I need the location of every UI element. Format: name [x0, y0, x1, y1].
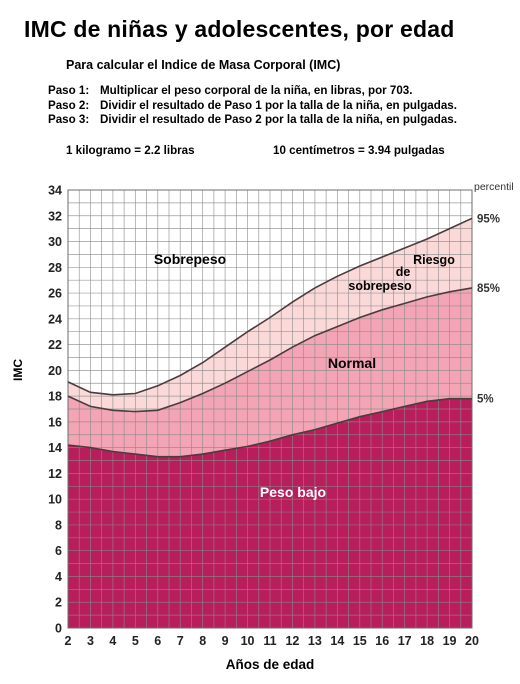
calculation-steps: Paso 1: Multiplicar el peso corporal de …: [48, 84, 457, 128]
y-tick-label: 26: [48, 287, 62, 301]
x-axis-label: Años de edad: [226, 657, 315, 672]
y-tick-label: 10: [48, 493, 62, 507]
y-tick-label: 6: [55, 544, 62, 558]
page-title: IMC de niñas y adolescentes, por edad: [24, 16, 455, 42]
percentile-label: 95%: [477, 213, 500, 225]
step-label: Paso 1:: [48, 84, 90, 97]
y-tick-label: 24: [48, 312, 62, 326]
zone-label-riesgo: de: [396, 265, 411, 279]
y-tick-label: 18: [48, 390, 62, 404]
step-row: Paso 2: Dividir el resultado de Paso 1 p…: [48, 99, 457, 114]
x-tick-label: 13: [308, 634, 322, 648]
y-tick-label: 30: [48, 235, 62, 249]
x-tick-label: 10: [241, 634, 255, 648]
y-tick-label: 4: [55, 570, 62, 584]
step-row: Paso 3: Dividir el resultado de Paso 2 p…: [48, 113, 457, 128]
step-text: Multiplicar el peso corporal de la niña,…: [100, 84, 413, 97]
x-tick-label: 15: [353, 634, 367, 648]
zone-label-normal: Normal: [328, 355, 376, 371]
y-tick-label: 34: [48, 184, 62, 198]
x-tick-label: 17: [398, 634, 412, 648]
x-tick-label: 18: [420, 634, 434, 648]
x-tick-label: 8: [199, 634, 206, 648]
x-tick-label: 7: [177, 634, 184, 648]
x-tick-label: 4: [109, 634, 116, 648]
grid-layer: [67, 189, 473, 629]
x-tick-label: 6: [154, 634, 161, 648]
percentile-header: percentil: [474, 181, 514, 193]
x-tick-label: 3: [87, 634, 94, 648]
weight-conversion: 1 kilogramo = 2.2 libras: [66, 144, 195, 157]
y-tick-label: 14: [48, 441, 62, 455]
zone-label-riesgo: sobrepeso: [348, 279, 412, 293]
y-tick-label: 20: [48, 364, 62, 378]
y-tick-label: 12: [48, 467, 62, 481]
page-subtitle: Para calcular el Indice de Masa Corporal…: [66, 58, 341, 72]
percentile-label: 85%: [477, 283, 500, 295]
y-tick-label: 22: [48, 338, 62, 352]
percentile-curve: [67, 287, 473, 413]
step-row: Paso 1: Multiplicar el peso corporal de …: [48, 84, 457, 99]
length-conversion: 10 centímetros = 3.94 pulgadas: [273, 144, 445, 157]
step-label: Paso 3:: [48, 113, 90, 126]
y-tick-label: 16: [48, 415, 62, 429]
y-tick-label: 28: [48, 261, 62, 275]
zone-label-peso-bajo: Peso bajo: [260, 484, 326, 500]
zone-label-sobrepeso: Sobrepeso: [154, 251, 226, 267]
x-tick-label: 9: [222, 634, 229, 648]
y-tick-label: 0: [55, 622, 62, 636]
step-text: Dividir el resultado de Paso 2 por la ta…: [100, 113, 457, 126]
y-tick-label: 32: [48, 209, 62, 223]
x-tick-label: 2: [65, 634, 72, 648]
x-tick-label: 11: [263, 634, 276, 648]
plot-border: [67, 189, 473, 629]
step-text: Dividir el resultado de Paso 1 por la ta…: [100, 98, 457, 112]
step-label: Paso 2:: [48, 98, 90, 112]
curves-layer: [67, 217, 473, 458]
percentile-label: 5%: [477, 394, 494, 406]
x-tick-label: 14: [330, 634, 344, 648]
x-tick-label: 19: [443, 634, 457, 648]
percentile-curve: [67, 397, 472, 458]
labels-layer: 2 3 4 5 6 7 8 9 10 11 12 13 14 15 16 17 18 19 200246810121…: [11, 181, 514, 672]
x-tick-label: 12: [285, 634, 299, 648]
y-axis-label: IMC: [11, 359, 25, 381]
x-tick-label: 16: [375, 634, 389, 648]
x-tick-label: 5: [132, 634, 139, 648]
y-tick-label: 2: [55, 596, 62, 610]
zone-label-riesgo: Riesgo: [413, 253, 455, 267]
y-tick-label: 8: [55, 518, 62, 532]
percentile-curve: [67, 217, 473, 396]
x-tick-label: 20: [465, 634, 479, 648]
